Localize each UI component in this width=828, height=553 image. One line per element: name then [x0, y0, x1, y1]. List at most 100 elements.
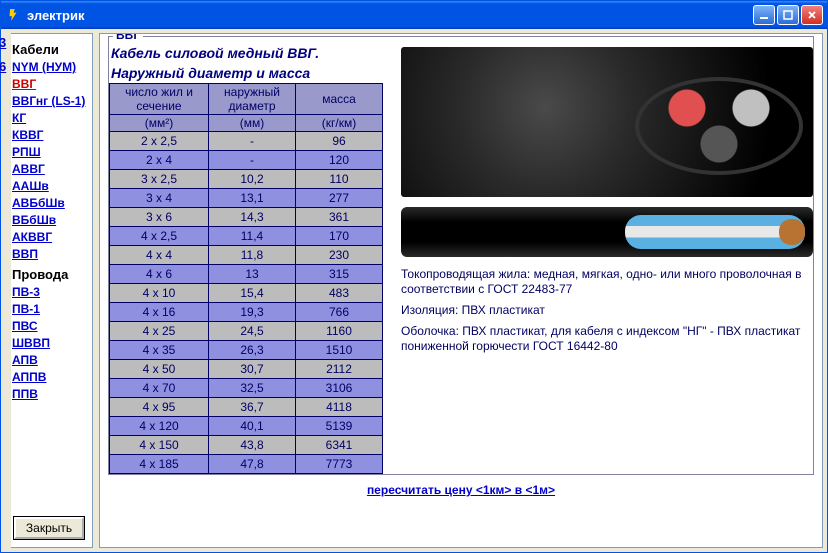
sidebar-item-wire[interactable]: ПВС [12, 318, 86, 335]
table-cell: 43,8 [209, 436, 296, 455]
spec-table: число жил и сечение наружный диаметр мас… [109, 83, 383, 474]
table-row: 3 х 614,3361 [110, 208, 383, 227]
sidebar-item-cable[interactable]: КВВГ [12, 127, 86, 144]
table-row: 4 х 2524,51160 [110, 322, 383, 341]
cable-image-round [401, 47, 813, 197]
table-cell: 11,4 [209, 227, 296, 246]
sidebar-item-cable[interactable]: АКВВГ [12, 229, 86, 246]
description: Токопроводящая жила: медная, мягкая, одн… [401, 267, 813, 354]
table-cell: 30,7 [209, 360, 296, 379]
table-row: 4 х 613315 [110, 265, 383, 284]
sidebar-item-wire[interactable]: ПВ-1 [12, 301, 86, 318]
sidebar: Кабели NYM (НУМ)ВВГВВГнг (LS-1)КГКВВГРПШ… [5, 33, 93, 548]
col-header-2: масса [296, 84, 383, 115]
table-cell: 4 х 16 [110, 303, 209, 322]
sidebar-heading-wires: Провода [12, 267, 86, 282]
table-row: 4 х 1619,3766 [110, 303, 383, 322]
close-button[interactable]: Закрыть [14, 517, 84, 539]
table-cell: 1510 [296, 341, 383, 360]
table-row: 4 х 12040,15139 [110, 417, 383, 436]
table-row: 4 х 9536,74118 [110, 398, 383, 417]
table-cell: 14,3 [209, 208, 296, 227]
col-unit-1: (мм) [209, 115, 296, 132]
hint-a: 3 [0, 35, 6, 50]
desc-p1: Токопроводящая жила: медная, мягкая, одн… [401, 267, 813, 297]
table-cell: 3106 [296, 379, 383, 398]
window-title: электрик [27, 8, 753, 23]
sidebar-item-cable[interactable]: ВВГнг (LS-1) [12, 93, 86, 110]
sidebar-item-wire[interactable]: ПВ-3 [12, 284, 86, 301]
table-cell: 3 х 2,5 [110, 170, 209, 189]
table-row: 2 х 4-120 [110, 151, 383, 170]
sidebar-item-cable[interactable]: РПШ [12, 144, 86, 161]
cable-image-flat [401, 207, 813, 257]
table-cell: 2 х 4 [110, 151, 209, 170]
table-cell: 6341 [296, 436, 383, 455]
table-row: 4 х 2,511,4170 [110, 227, 383, 246]
sidebar-item-wire[interactable]: АППВ [12, 369, 86, 386]
table-row: 4 х 1015,4483 [110, 284, 383, 303]
fieldset-legend: ВВГ [113, 33, 143, 42]
window-buttons [753, 5, 823, 25]
sidebar-item-wire[interactable]: ШВВП [12, 335, 86, 352]
table-cell: 40,1 [209, 417, 296, 436]
table-cell: 230 [296, 246, 383, 265]
table-cell: 4 х 35 [110, 341, 209, 360]
table-cell: 4 х 95 [110, 398, 209, 417]
table-row: 3 х 2,510,2110 [110, 170, 383, 189]
table-cell: 3 х 4 [110, 189, 209, 208]
detail-column: Токопроводящая жила: медная, мягкая, одн… [401, 43, 813, 474]
close-window-button[interactable] [801, 5, 823, 25]
table-cell: 26,3 [209, 341, 296, 360]
main-panel: ВВГ Кабель силовой медный ВВГ. Наружный … [99, 33, 823, 548]
sidebar-item-cable[interactable]: ВБбШв [12, 212, 86, 229]
sidebar-item-wire[interactable]: ППВ [12, 386, 86, 403]
sidebar-item-cable[interactable]: ВВГ [12, 76, 86, 93]
sidebar-heading-cables: Кабели [12, 42, 86, 57]
table-cell: 483 [296, 284, 383, 303]
minimize-button[interactable] [753, 5, 775, 25]
table-cell: 96 [296, 132, 383, 151]
maximize-button[interactable] [777, 5, 799, 25]
sidebar-item-cable[interactable]: АВБбШв [12, 195, 86, 212]
table-cell: 1160 [296, 322, 383, 341]
table-cell: 3 х 6 [110, 208, 209, 227]
table-cell: 4 х 25 [110, 322, 209, 341]
table-cell: 4 х 120 [110, 417, 209, 436]
desc-p3: Оболочка: ПВХ пластикат, для кабеля с ин… [401, 324, 813, 354]
table-cell: 13,1 [209, 189, 296, 208]
table-title-1: Кабель силовой медный ВВГ. [109, 43, 383, 63]
table-cell: 5139 [296, 417, 383, 436]
table-cell: 19,3 [209, 303, 296, 322]
sidebar-item-cable[interactable]: ВВП [12, 246, 86, 263]
col-unit-0: (мм²) [110, 115, 209, 132]
col-header-1: наружный диаметр [209, 84, 296, 115]
table-row: 4 х 411,8230 [110, 246, 383, 265]
table-cell: 4 х 4 [110, 246, 209, 265]
table-cell: 2112 [296, 360, 383, 379]
table-cell: 4 х 150 [110, 436, 209, 455]
titlebar: электрик [1, 1, 827, 29]
table-cell: 10,2 [209, 170, 296, 189]
sidebar-item-cable[interactable]: NYM (НУМ) [12, 59, 86, 76]
table-cell: 110 [296, 170, 383, 189]
recalc-link[interactable]: пересчитать цену <1км> в <1м> [108, 483, 814, 497]
table-cell: 4 х 185 [110, 455, 209, 474]
table-cell: 7773 [296, 455, 383, 474]
spec-table-wrap: Кабель силовой медный ВВГ. Наружный диам… [109, 43, 383, 474]
table-cell: - [209, 151, 296, 170]
table-cell: 361 [296, 208, 383, 227]
table-cell: 47,8 [209, 455, 296, 474]
col-header-0: число жил и сечение [110, 84, 209, 115]
table-row: 3 х 413,1277 [110, 189, 383, 208]
table-cell: 4 х 50 [110, 360, 209, 379]
sidebar-item-cable[interactable]: ААШв [12, 178, 86, 195]
sidebar-item-cable[interactable]: АВВГ [12, 161, 86, 178]
table-cell: 15,4 [209, 284, 296, 303]
table-cell: 120 [296, 151, 383, 170]
sidebar-item-wire[interactable]: АПВ [12, 352, 86, 369]
col-unit-2: (кг/км) [296, 115, 383, 132]
table-cell: 2 х 2,5 [110, 132, 209, 151]
table-cell: - [209, 132, 296, 151]
sidebar-item-cable[interactable]: КГ [12, 110, 86, 127]
